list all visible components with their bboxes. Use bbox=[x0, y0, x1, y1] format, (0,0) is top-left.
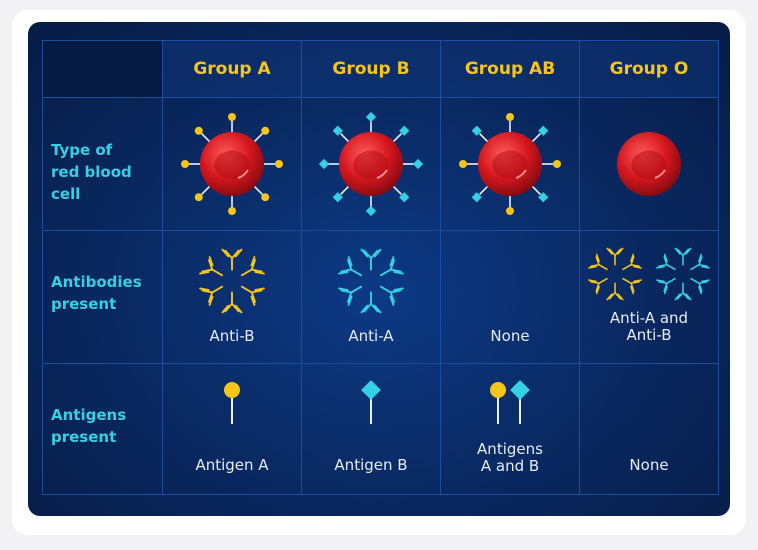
antigen-b-icon bbox=[351, 380, 391, 434]
antibodies-label-a: Anti-B bbox=[209, 327, 255, 345]
cell-type-group-a bbox=[162, 97, 302, 231]
antibodies-label-b: Anti-A bbox=[348, 327, 394, 345]
anti-a-antibody-icon bbox=[652, 243, 714, 309]
header-group-ab: Group AB bbox=[440, 40, 580, 98]
antigens-group-b: Antigen B bbox=[301, 363, 441, 495]
antibodies-label-o: Anti-A and Anti-B bbox=[609, 309, 689, 344]
header-group-b: Group B bbox=[301, 40, 441, 98]
antigens-label-o: None bbox=[629, 456, 669, 474]
antibodies-group-o: Anti-A and Anti-B bbox=[579, 230, 719, 364]
anti-a-antibody-icon bbox=[333, 243, 409, 323]
row-label-antigens: Antigens present bbox=[42, 363, 163, 495]
red-cell-plain-icon bbox=[597, 112, 701, 220]
anti-b-antibody-icon bbox=[584, 243, 646, 309]
antigens-group-a: Antigen A bbox=[162, 363, 302, 495]
antigens-group-ab: Antigens A and B bbox=[440, 363, 580, 495]
antigens-label-a: Antigen A bbox=[195, 456, 269, 474]
blood-group-diagram: Group A Group B Group AB Group O Type of… bbox=[28, 22, 730, 516]
header-group-o: Group O bbox=[579, 40, 719, 98]
anti-b-antibody-icon bbox=[194, 243, 270, 323]
cell-type-group-o bbox=[579, 97, 719, 231]
cell-type-group-ab bbox=[440, 97, 580, 231]
antibodies-label-ab: None bbox=[490, 327, 530, 345]
antibodies-group-b: Anti-A bbox=[301, 230, 441, 364]
antibodies-group-a: Anti-B bbox=[162, 230, 302, 364]
blood-group-table: Group A Group B Group AB Group O Type of… bbox=[42, 40, 719, 495]
header-corner bbox=[42, 40, 163, 98]
row-label-cell-type: Type of red blood cell bbox=[42, 97, 163, 231]
row-label-antibodies: Antibodies present bbox=[42, 230, 163, 364]
red-cell-antigen-a-icon bbox=[180, 112, 284, 220]
red-cell-antigen-ab-icon bbox=[458, 112, 562, 220]
antigens-label-b: Antigen B bbox=[334, 456, 408, 474]
antigens-label-ab: Antigens A and B bbox=[477, 440, 543, 475]
antigen-a-and-b-icon bbox=[480, 380, 540, 434]
cell-type-group-b bbox=[301, 97, 441, 231]
header-group-a: Group A bbox=[162, 40, 302, 98]
antigen-a-icon bbox=[212, 380, 252, 434]
red-cell-antigen-b-icon bbox=[318, 111, 424, 220]
antigens-group-o: None bbox=[579, 363, 719, 495]
antibodies-group-ab: None bbox=[440, 230, 580, 364]
